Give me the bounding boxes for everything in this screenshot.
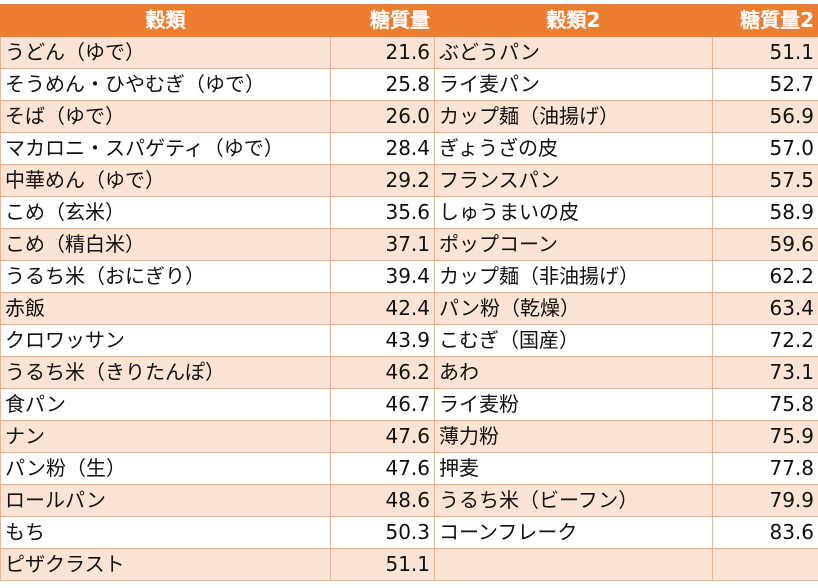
grain2-name-cell[interactable]: ライ麦粉 [434, 388, 713, 421]
grain2-name-cell[interactable]: ぎょうざの皮 [434, 132, 713, 165]
grain2-name-cell[interactable]: うるち米（ビーフン） [434, 484, 713, 517]
grain2-name-cell[interactable]: コーンフレーク [434, 516, 713, 549]
table-row: ロールパン 48.6 うるち米（ビーフン） 79.9 [0, 484, 818, 517]
table-row: うるち米（おにぎり） 39.4 カップ麺（非油揚げ） 62.2 [0, 260, 818, 293]
table-row: ナン 47.6 薄力粉 75.9 [0, 420, 818, 453]
grain-name-cell[interactable]: マカロニ・スパゲティ（ゆで） [0, 132, 331, 165]
grain2-name-cell[interactable]: ポップコーン [434, 228, 713, 261]
table-row: こめ（精白米） 37.1 ポップコーン 59.6 [0, 228, 818, 261]
sugar-value-cell[interactable]: 51.1 [330, 548, 435, 581]
grain2-name-cell[interactable]: パン粉（乾燥） [434, 292, 713, 325]
grain2-name-cell[interactable]: ライ麦パン [434, 68, 713, 101]
sugar-value-cell[interactable]: 43.9 [330, 324, 435, 357]
sugar2-value-cell[interactable]: 75.9 [712, 420, 818, 453]
table-row: 中華めん（ゆで） 29.2 フランスパン 57.5 [0, 164, 818, 197]
grain-name-cell[interactable]: クロワッサン [0, 324, 331, 357]
sugar2-value-cell[interactable]: 59.6 [712, 228, 818, 261]
sugar2-value-cell[interactable]: 79.9 [712, 484, 818, 517]
grain-name-cell[interactable]: そうめん・ひやむぎ（ゆで） [0, 68, 331, 101]
grain2-name-cell[interactable]: あわ [434, 356, 713, 389]
sugar-value-cell[interactable]: 47.6 [330, 420, 435, 453]
grain-name-cell[interactable]: こめ（精白米） [0, 228, 331, 261]
table-row: クロワッサン 43.9 こむぎ（国産） 72.2 [0, 324, 818, 357]
sugar-value-cell[interactable]: 28.4 [330, 132, 435, 165]
grain2-name-cell[interactable]: 薄力粉 [434, 420, 713, 453]
grain-name-cell[interactable]: ピザクラスト [0, 548, 331, 581]
sugar-value-cell[interactable]: 26.0 [330, 100, 435, 133]
sugar-value-cell[interactable]: 29.2 [330, 164, 435, 197]
sugar2-value-cell[interactable] [712, 548, 818, 581]
grain2-name-cell[interactable]: ぶどうパン [434, 36, 713, 69]
grain-name-cell[interactable]: 赤飯 [0, 292, 331, 325]
sugar2-value-cell[interactable]: 52.7 [712, 68, 818, 101]
table-row: ピザクラスト 51.1 [0, 548, 818, 581]
grain-name-cell[interactable]: 食パン [0, 388, 331, 421]
table-row: マカロニ・スパゲティ（ゆで） 28.4 ぎょうざの皮 57.0 [0, 132, 818, 165]
table-row: もち 50.3 コーンフレーク 83.6 [0, 516, 818, 549]
grain-name-cell[interactable]: うどん（ゆで） [0, 36, 331, 69]
header-cell-grain[interactable]: 穀類 [0, 4, 331, 37]
table-row: パン粉（生） 47.6 押麦 77.8 [0, 452, 818, 485]
sugar2-value-cell[interactable]: 77.8 [712, 452, 818, 485]
grain-name-cell[interactable]: うるち米（きりたんぽ） [0, 356, 331, 389]
sugar-value-cell[interactable]: 50.3 [330, 516, 435, 549]
sugar2-value-cell[interactable]: 51.1 [712, 36, 818, 69]
table-row: 赤飯 42.4 パン粉（乾燥） 63.4 [0, 292, 818, 325]
sugar2-value-cell[interactable]: 57.5 [712, 164, 818, 197]
table-row: うどん（ゆで） 21.6 ぶどうパン 51.1 [0, 36, 818, 69]
sugar2-value-cell[interactable]: 62.2 [712, 260, 818, 293]
sugar2-value-cell[interactable]: 83.6 [712, 516, 818, 549]
grain-name-cell[interactable]: こめ（玄米） [0, 196, 331, 229]
grain-name-cell[interactable]: もち [0, 516, 331, 549]
grain-sugar-table: 穀類 糖質量 穀類2 糖質量2 うどん（ゆで） 21.6 ぶどうパン 51.1 そうめん… [0, 4, 818, 581]
grain2-name-cell[interactable]: しゅうまいの皮 [434, 196, 713, 229]
grain2-name-cell[interactable]: カップ麺（非油揚げ） [434, 260, 713, 293]
sugar-value-cell[interactable]: 46.7 [330, 388, 435, 421]
grain2-name-cell[interactable] [434, 548, 713, 581]
grain2-name-cell[interactable]: 押麦 [434, 452, 713, 485]
sugar2-value-cell[interactable]: 58.9 [712, 196, 818, 229]
sugar2-value-cell[interactable]: 72.2 [712, 324, 818, 357]
sugar2-value-cell[interactable]: 63.4 [712, 292, 818, 325]
sugar-value-cell[interactable]: 21.6 [330, 36, 435, 69]
sugar-value-cell[interactable]: 35.6 [330, 196, 435, 229]
sugar2-value-cell[interactable]: 56.9 [712, 100, 818, 133]
sugar2-value-cell[interactable]: 73.1 [712, 356, 818, 389]
header-cell-sugar2[interactable]: 糖質量2 [712, 4, 818, 37]
grain-name-cell[interactable]: そば（ゆで） [0, 100, 331, 133]
table-row: うるち米（きりたんぽ） 46.2 あわ 73.1 [0, 356, 818, 389]
header-cell-grain2[interactable]: 穀類2 [434, 4, 713, 37]
header-row: 穀類 糖質量 穀類2 糖質量2 [0, 4, 818, 37]
grain2-name-cell[interactable]: カップ麺（油揚げ） [434, 100, 713, 133]
table-row: そうめん・ひやむぎ（ゆで） 25.8 ライ麦パン 52.7 [0, 68, 818, 101]
table-row: 食パン 46.7 ライ麦粉 75.8 [0, 388, 818, 421]
sugar-value-cell[interactable]: 37.1 [330, 228, 435, 261]
sugar-value-cell[interactable]: 47.6 [330, 452, 435, 485]
grain2-name-cell[interactable]: こむぎ（国産） [434, 324, 713, 357]
sugar-value-cell[interactable]: 39.4 [330, 260, 435, 293]
sugar-value-cell[interactable]: 25.8 [330, 68, 435, 101]
grain2-name-cell[interactable]: フランスパン [434, 164, 713, 197]
grain-name-cell[interactable]: うるち米（おにぎり） [0, 260, 331, 293]
grain-name-cell[interactable]: 中華めん（ゆで） [0, 164, 331, 197]
sugar2-value-cell[interactable]: 75.8 [712, 388, 818, 421]
grain-name-cell[interactable]: ロールパン [0, 484, 331, 517]
sugar-value-cell[interactable]: 42.4 [330, 292, 435, 325]
grain-name-cell[interactable]: ナン [0, 420, 331, 453]
sugar-value-cell[interactable]: 48.6 [330, 484, 435, 517]
sugar-value-cell[interactable]: 46.2 [330, 356, 435, 389]
table-row: そば（ゆで） 26.0 カップ麺（油揚げ） 56.9 [0, 100, 818, 133]
header-cell-sugar[interactable]: 糖質量 [330, 4, 435, 37]
grain-name-cell[interactable]: パン粉（生） [0, 452, 331, 485]
sugar2-value-cell[interactable]: 57.0 [712, 132, 818, 165]
table-row: こめ（玄米） 35.6 しゅうまいの皮 58.9 [0, 196, 818, 229]
